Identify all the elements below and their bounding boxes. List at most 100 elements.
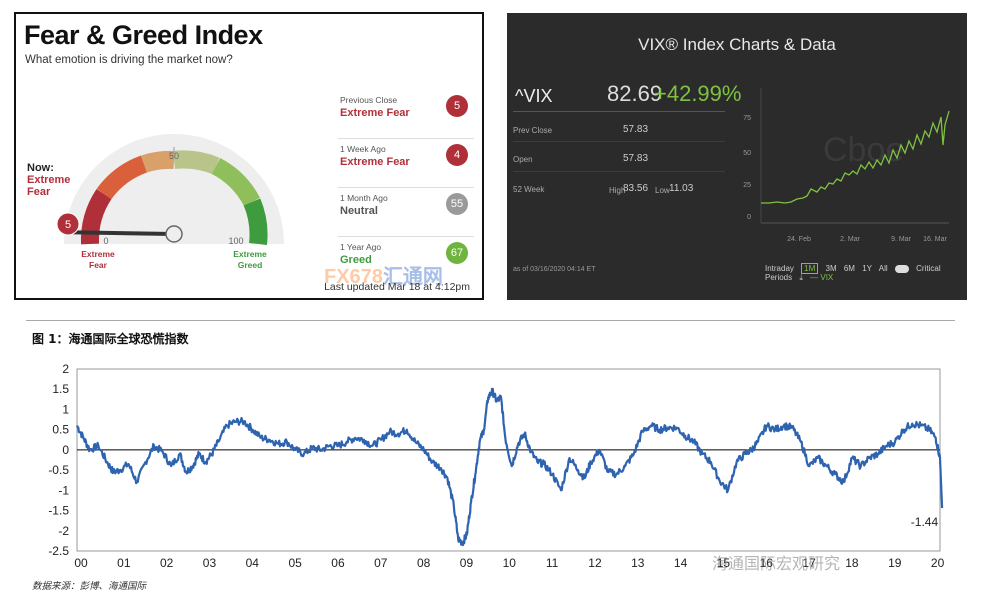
prev-close-label: Prev Close (513, 126, 553, 135)
gauge-needle (69, 230, 175, 236)
x-tick-label: 01 (117, 556, 131, 570)
history-row: 1 Month Ago Neutral 55 (338, 188, 474, 237)
gauge-min-text-2: Fear (89, 260, 108, 270)
gauge-max-text-1: Extreme (233, 249, 267, 259)
x-tick-label: 04 (246, 556, 260, 570)
range-6m[interactable]: 6M (843, 264, 855, 273)
history-label: Extreme Fear (340, 156, 410, 168)
fear-greed-panel: Fear & Greed Index What emotion is drivi… (14, 12, 484, 300)
x-tick-label: 10 (503, 556, 517, 570)
high-label: High (609, 186, 626, 195)
divider (513, 171, 725, 172)
history-label: Greed (340, 254, 372, 266)
history-score: 5 (446, 95, 468, 117)
download-icon[interactable]: ⤓ (799, 273, 803, 282)
x-tick-label: 00 (74, 556, 88, 570)
vix-range-controls: Intraday 1M 3M 6M 1Y All Critical Period… (765, 263, 967, 283)
data-source: 数据来源：彭博、海通国际 (32, 581, 147, 592)
vix-x-tick: 24. Feb (787, 236, 811, 243)
now-score: 5 (65, 219, 71, 231)
x-tick-label: 08 (417, 556, 431, 570)
vix-title: VIX® Index Charts & Data (638, 35, 836, 54)
x-tick-label: 16 (760, 556, 774, 570)
vix-panel: VIX® Index Charts & Data ^VIX 82.69 +42.… (507, 13, 967, 300)
main-chart-title: 图 1：海通国际全球恐慌指数 (32, 332, 189, 346)
history-period: Previous Close (340, 95, 398, 105)
range-all[interactable]: All (878, 264, 888, 273)
divider (513, 141, 725, 142)
x-tick-label: 20 (931, 556, 945, 570)
top-rule (26, 320, 955, 321)
range-1y[interactable]: 1Y (862, 264, 873, 273)
open-label: Open (513, 155, 533, 164)
gauge-max-text-2: Greed (238, 260, 263, 270)
vix-y-tick: 75 (743, 115, 751, 122)
vix-x-tick: 9. Mar (891, 236, 912, 243)
open-value: 57.83 (623, 153, 649, 164)
gauge-min-text-1: Extreme (81, 249, 115, 259)
x-tick-label: 13 (631, 556, 645, 570)
gauge-max-label: 100 (228, 236, 243, 246)
fx678-watermark: FX678汇通网 (324, 260, 443, 289)
cboe-logo: Cboe (823, 131, 904, 169)
history-score: 67 (446, 242, 468, 264)
history-period: 1 Week Ago (340, 144, 386, 154)
history-label: Neutral (340, 205, 378, 217)
y-tick-label: -1 (58, 483, 69, 497)
range-1m[interactable]: 1M (801, 263, 819, 274)
vix-change: +42.99% (654, 81, 742, 106)
x-tick-label: 09 (460, 556, 474, 570)
now-indicator: Now: Extreme Fear (27, 162, 70, 198)
x-tick-label: 19 (888, 556, 902, 570)
divider (513, 111, 725, 112)
x-tick-label: 03 (203, 556, 217, 570)
history-score: 55 (446, 193, 468, 215)
history-row: 1 Year Ago Greed 67 (338, 237, 474, 285)
fear-greed-title: Fear & Greed Index (24, 20, 263, 50)
toggle-icon[interactable] (894, 264, 909, 273)
history-row: 1 Week Ago Extreme Fear 4 (338, 139, 474, 188)
history-label: Extreme Fear (340, 107, 410, 119)
x-tick-label: 11 (546, 556, 559, 570)
history-row: Previous Close Extreme Fear 5 (338, 90, 474, 139)
x-tick-label: 17 (802, 556, 816, 570)
main-chart: 2 1.5 1 0.5 0 -0.5 -1 -1.5 -2 -2.5 00 01 02 03 04 05 06 0… (48, 362, 945, 570)
gauge-mid-label: 50 (169, 151, 179, 161)
watermark-cn: 汇通网 (382, 266, 443, 288)
vix-y-tick: 0 (747, 214, 751, 221)
prev-close-value: 57.83 (623, 124, 649, 135)
low-value: 11.03 (669, 183, 694, 194)
x-tick-label: 18 (845, 556, 859, 570)
history-period: 1 Year Ago (340, 242, 382, 252)
y-tick-label: -2 (58, 524, 69, 538)
history-score: 4 (446, 144, 468, 166)
vix-chart: Cboe 75 50 25 0 24. Feb 2. Mar 9. Mar 16… (743, 88, 950, 243)
haitong-watermark: 海通国际宏观研究 (712, 554, 841, 573)
gauge-min-label: 0 (103, 236, 108, 246)
x-tick-label: 12 (588, 556, 602, 570)
y-tick-label: -0.5 (48, 463, 69, 477)
critical-periods-label: Critical Periods (765, 264, 941, 282)
now-value-1: Extreme (27, 174, 71, 186)
x-tick-label: 15 (717, 556, 731, 570)
y-tick-label: 1 (62, 402, 69, 416)
vix-symbol: ^VIX (515, 86, 553, 106)
x-tick-label: 06 (331, 556, 345, 570)
now-label: Now: (27, 162, 54, 174)
y-tick-label: 2 (62, 362, 69, 376)
range-3m[interactable]: 3M (825, 264, 837, 273)
week52-label: 52 Week (513, 185, 545, 194)
gauge-hub (165, 225, 183, 243)
vix-series-line (761, 110, 950, 204)
last-updated: Last updated Mar 18 at 4:12pm (324, 281, 470, 293)
x-tick-label: 05 (288, 556, 302, 570)
range-intraday[interactable]: Intraday (765, 264, 794, 273)
vix-x-tick: 16. Mar (923, 236, 947, 243)
y-tick-label: 1.5 (52, 382, 69, 396)
y-tick-label: 0 (62, 443, 69, 457)
vix-legend: — VIX (810, 273, 834, 282)
y-tick-label: -2.5 (48, 544, 69, 558)
low-label: Low (655, 186, 670, 195)
fear-greed-subtitle: What emotion is driving the market now? (25, 54, 233, 66)
x-tick-label: 07 (374, 556, 388, 570)
